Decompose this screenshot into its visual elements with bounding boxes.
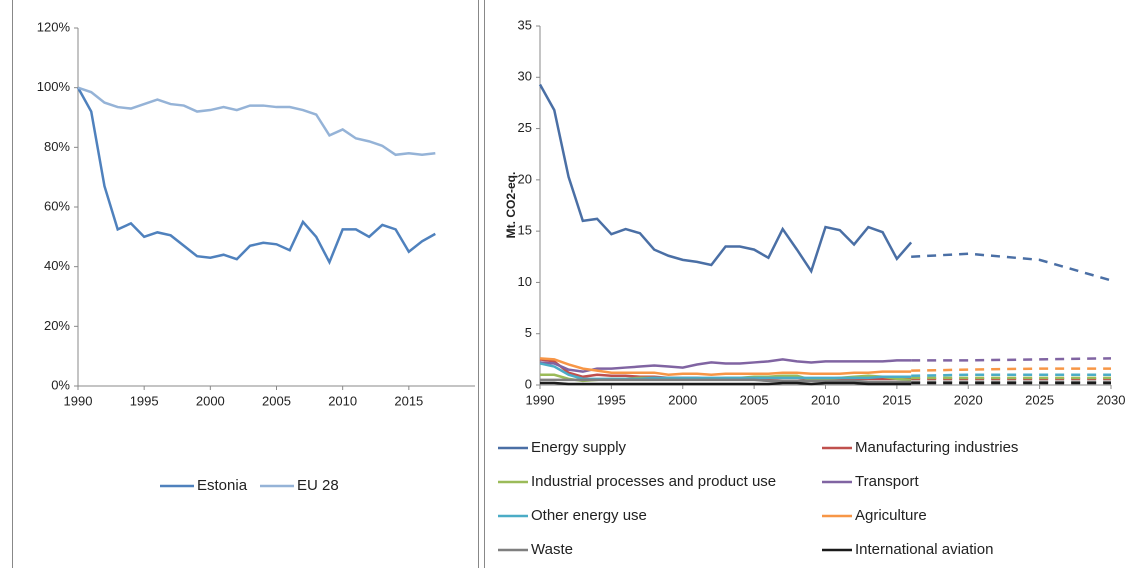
y-tick-label: 120% — [37, 19, 71, 34]
x-tick-label: 2010 — [328, 393, 357, 408]
x-tick-label: 1990 — [64, 393, 93, 408]
x-tick-label: 1990 — [526, 392, 555, 407]
projection-line — [911, 367, 1111, 372]
legend-label: Energy supply — [531, 439, 627, 456]
y-tick-label: 5 — [525, 325, 532, 340]
legend-label: Manufacturing industries — [855, 439, 1018, 456]
x-tick-label: 2020 — [954, 392, 983, 407]
y-tick-label: 25 — [518, 120, 532, 135]
right-frame — [484, 0, 1136, 568]
line — [539, 358, 912, 373]
y-tick-label: 35 — [518, 17, 532, 32]
x-tick-label: 2005 — [740, 392, 769, 407]
y-tick-label: 20 — [518, 171, 532, 186]
line — [538, 83, 913, 274]
legend-label: International aviation — [855, 541, 993, 558]
line — [76, 87, 436, 266]
legend-label: Agriculture — [855, 507, 927, 524]
legend-label: Transport — [855, 473, 919, 490]
line — [77, 86, 436, 157]
left-frame — [12, 0, 479, 568]
x-tick-label: 2000 — [196, 393, 225, 408]
x-tick-label: 2030 — [1097, 392, 1126, 407]
x-tick-label: 1995 — [597, 392, 626, 407]
projection-line — [911, 373, 1111, 378]
y-tick-label: 40% — [44, 258, 70, 273]
projection-line — [911, 357, 1112, 362]
line — [540, 381, 912, 386]
legend-label: Industrial processes and product use — [531, 473, 776, 490]
x-tick-label: 2015 — [394, 393, 423, 408]
line — [539, 357, 912, 376]
y-tick-label: 0 — [525, 376, 532, 391]
x-tick-label: 2015 — [882, 392, 911, 407]
y-tick-label: 15 — [518, 223, 532, 238]
y-axis-title: Mt. CO2-eq. — [504, 172, 518, 239]
x-tick-label: 2000 — [668, 392, 697, 407]
projection-line — [911, 252, 1112, 282]
legend-label: Waste — [531, 541, 573, 558]
y-tick-label: 0% — [51, 377, 70, 392]
x-tick-label: 1995 — [130, 393, 159, 408]
y-tick-label: 100% — [37, 79, 71, 94]
x-tick-label: 2005 — [262, 393, 291, 408]
x-tick-label: 2010 — [811, 392, 840, 407]
legend-label: Estonia — [197, 477, 248, 494]
y-tick-label: 20% — [44, 318, 70, 333]
line — [540, 378, 912, 384]
y-tick-label: 80% — [44, 139, 70, 154]
legend-label: Other energy use — [531, 507, 647, 524]
y-tick-label: 10 — [518, 274, 532, 289]
y-tick-label: 30 — [518, 69, 532, 84]
y-tick-label: 60% — [44, 198, 70, 213]
x-tick-label: 2025 — [1025, 392, 1054, 407]
legend-label: EU 28 — [297, 477, 339, 494]
